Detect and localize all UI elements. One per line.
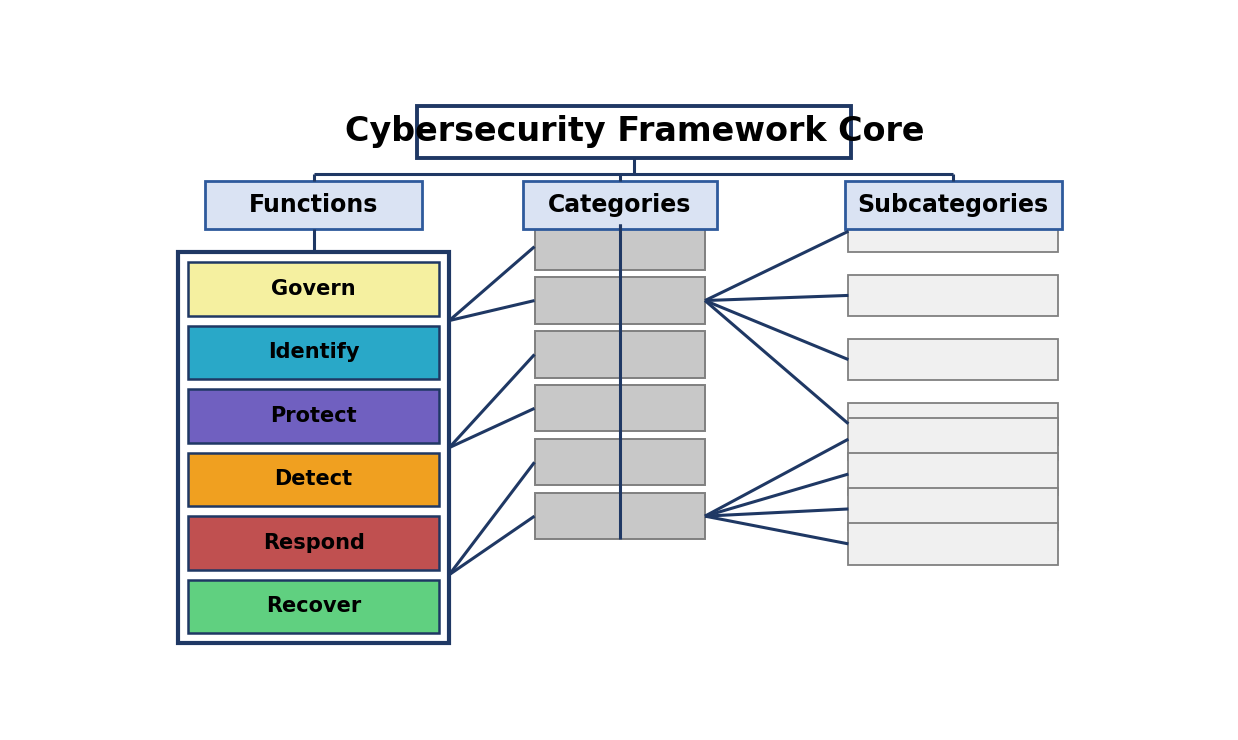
FancyBboxPatch shape bbox=[844, 181, 1061, 229]
Text: Recover: Recover bbox=[266, 596, 361, 616]
Text: Protect: Protect bbox=[270, 406, 357, 426]
FancyBboxPatch shape bbox=[188, 579, 439, 633]
Text: Categories: Categories bbox=[548, 193, 692, 217]
FancyBboxPatch shape bbox=[535, 439, 704, 485]
FancyBboxPatch shape bbox=[178, 252, 449, 643]
Text: Cybersecurity Framework Core: Cybersecurity Framework Core bbox=[344, 115, 925, 149]
Text: Detect: Detect bbox=[275, 469, 353, 489]
FancyBboxPatch shape bbox=[848, 418, 1057, 460]
Text: Respond: Respond bbox=[262, 533, 364, 553]
FancyBboxPatch shape bbox=[535, 493, 704, 539]
FancyBboxPatch shape bbox=[188, 453, 439, 506]
FancyBboxPatch shape bbox=[848, 339, 1057, 380]
FancyBboxPatch shape bbox=[188, 262, 439, 315]
FancyBboxPatch shape bbox=[848, 275, 1057, 316]
Text: Govern: Govern bbox=[271, 279, 357, 299]
FancyBboxPatch shape bbox=[535, 278, 704, 323]
FancyBboxPatch shape bbox=[535, 223, 704, 270]
Text: Subcategories: Subcategories bbox=[858, 193, 1049, 217]
FancyBboxPatch shape bbox=[188, 326, 439, 379]
FancyBboxPatch shape bbox=[522, 181, 717, 229]
FancyBboxPatch shape bbox=[848, 454, 1057, 495]
FancyBboxPatch shape bbox=[535, 386, 704, 431]
Text: Identify: Identify bbox=[267, 343, 359, 363]
FancyBboxPatch shape bbox=[417, 106, 852, 158]
FancyBboxPatch shape bbox=[848, 403, 1057, 445]
FancyBboxPatch shape bbox=[848, 523, 1057, 565]
FancyBboxPatch shape bbox=[848, 210, 1057, 252]
FancyBboxPatch shape bbox=[188, 389, 439, 443]
FancyBboxPatch shape bbox=[206, 181, 422, 229]
FancyBboxPatch shape bbox=[188, 517, 439, 570]
FancyBboxPatch shape bbox=[535, 332, 704, 377]
FancyBboxPatch shape bbox=[848, 488, 1057, 530]
Text: Functions: Functions bbox=[249, 193, 379, 217]
